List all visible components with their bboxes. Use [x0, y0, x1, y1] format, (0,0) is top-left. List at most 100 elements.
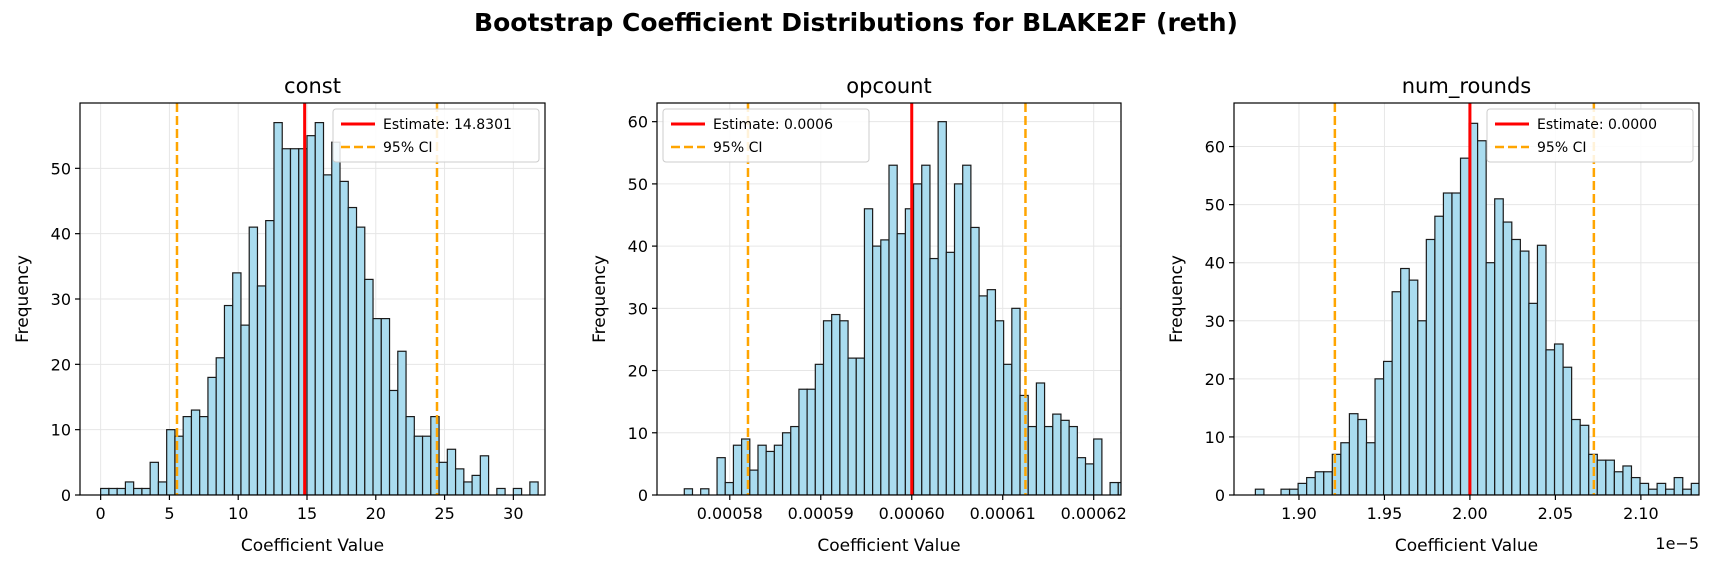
histogram-bar: [986, 289, 997, 495]
histogram-bar: [872, 245, 882, 495]
histogram-bar: [1314, 471, 1325, 495]
histogram-bar: [773, 444, 784, 495]
x-tick-label: 0: [96, 504, 106, 523]
histogram-bar: [1052, 413, 1062, 495]
y-tick-label: 10: [51, 421, 71, 440]
y-tick-label: 40: [1205, 254, 1225, 273]
histogram-bar: [863, 208, 874, 495]
histogram-bar: [306, 135, 316, 495]
histogram-bar: [1647, 488, 1658, 495]
histogram-bar: [421, 435, 432, 495]
histogram-bar: [413, 435, 424, 495]
legend-box: [1486, 108, 1694, 163]
histogram-bar: [806, 388, 816, 495]
histogram-bar: [207, 376, 217, 495]
plot-area: [80, 103, 545, 495]
histogram-bar: [1027, 425, 1037, 495]
x-tick-label: 15: [297, 504, 317, 523]
y-tick-label: 0: [61, 486, 71, 505]
histogram-bar: [700, 488, 710, 495]
x-tick-label: 2.10: [1623, 504, 1659, 523]
histogram-bar: [149, 461, 160, 495]
histogram-bar: [683, 488, 694, 495]
histogram-bar: [1536, 244, 1547, 495]
histogram-bar: [1035, 382, 1046, 495]
histogram-bar: [438, 461, 448, 495]
legend-estimate-label: Estimate: 14.8301: [383, 117, 512, 133]
histogram-bar: [182, 416, 193, 495]
legend-box: [332, 108, 540, 163]
x-tick-label: 2.00: [1452, 504, 1488, 523]
histogram-bar: [339, 180, 349, 495]
histogram-bar: [953, 183, 964, 495]
histogram-bar: [937, 121, 947, 495]
histogram-bar: [1143, 483, 1151, 495]
histogram-bar: [888, 164, 898, 495]
histogram-bar: [1374, 378, 1385, 495]
histogram-bar: [1093, 438, 1103, 495]
histogram-bar: [970, 226, 980, 495]
histogram-bar: [1656, 482, 1667, 495]
histogram-bar: [380, 318, 391, 495]
histogram-bar: [1477, 140, 1487, 495]
legend-ci-label: 95% CI: [383, 140, 432, 156]
histogram-bar: [281, 148, 292, 495]
histogram-bar: [921, 164, 931, 495]
histogram-bar: [248, 226, 259, 495]
y-axis-label: Frequency: [1167, 255, 1187, 343]
histogram-bar: [1613, 471, 1624, 495]
histogram-bar: [1485, 262, 1496, 495]
y-tick-label: 30: [51, 290, 71, 309]
histogram-bar: [1682, 488, 1692, 495]
subplot-3: 1.90 1.95 2.00 2.05 2.10 0 10 20 30 40 50 60 num_rou…: [1167, 74, 1700, 556]
histogram-bar: [215, 357, 226, 495]
histogram-bar: [790, 425, 800, 495]
histogram-bar: [1400, 267, 1410, 495]
histogram-bar: [166, 429, 176, 495]
histogram-bar: [1280, 488, 1291, 495]
axes-frame: [656, 102, 1122, 496]
histogram-bar: [929, 257, 939, 495]
histogram-bar: [1011, 307, 1021, 495]
histogram-bar: [1451, 192, 1462, 495]
x-tick-label: 1.95: [1367, 504, 1403, 523]
histogram-bar: [388, 389, 399, 495]
legend: Estimate: 0.0006 95% CI: [662, 108, 870, 163]
histogram-bar: [405, 416, 415, 495]
histogram-bar: [529, 481, 539, 495]
histogram-bar: [133, 487, 143, 495]
y-tick-label: 20: [51, 355, 71, 374]
y-tick-label: 20: [628, 362, 648, 381]
histogram-bar: [1502, 221, 1513, 495]
histogram-bar: [962, 164, 972, 495]
histogram-bar: [732, 444, 743, 495]
histogram-bar: [749, 469, 759, 495]
histogram-bar: [896, 233, 906, 495]
histogram-bar: [199, 416, 209, 495]
histogram-bar: [289, 148, 300, 495]
y-tick-label: 50: [1205, 196, 1225, 215]
histogram-bar: [994, 320, 1005, 495]
histogram-bar: [724, 481, 735, 495]
y-tick-label: 0: [638, 486, 648, 505]
histogram-bar: [496, 487, 506, 495]
histogram-bar: [364, 278, 374, 495]
histogram-bar: [1043, 425, 1054, 495]
legend-estimate-label: Estimate: 0.0006: [713, 117, 833, 133]
x-tick-label: 0.00059: [788, 504, 854, 523]
histogram-bar: [223, 304, 234, 495]
legend: Estimate: 14.8301 95% CI: [332, 108, 540, 163]
histogram-bar: [1306, 476, 1316, 495]
histogram-bar: [157, 481, 168, 495]
histogram-bar: [347, 206, 358, 495]
histogram-bar: [1434, 215, 1445, 495]
x-tick-label: 25: [434, 504, 454, 523]
y-tick-label: 50: [51, 159, 71, 178]
y-axis-label: Frequency: [13, 255, 33, 343]
histogram-bar: [232, 272, 242, 495]
histogram-bar: [945, 251, 956, 495]
histogram-bar: [822, 320, 833, 495]
histogram-bar: [1639, 482, 1650, 495]
histogram-bar: [1459, 157, 1470, 495]
